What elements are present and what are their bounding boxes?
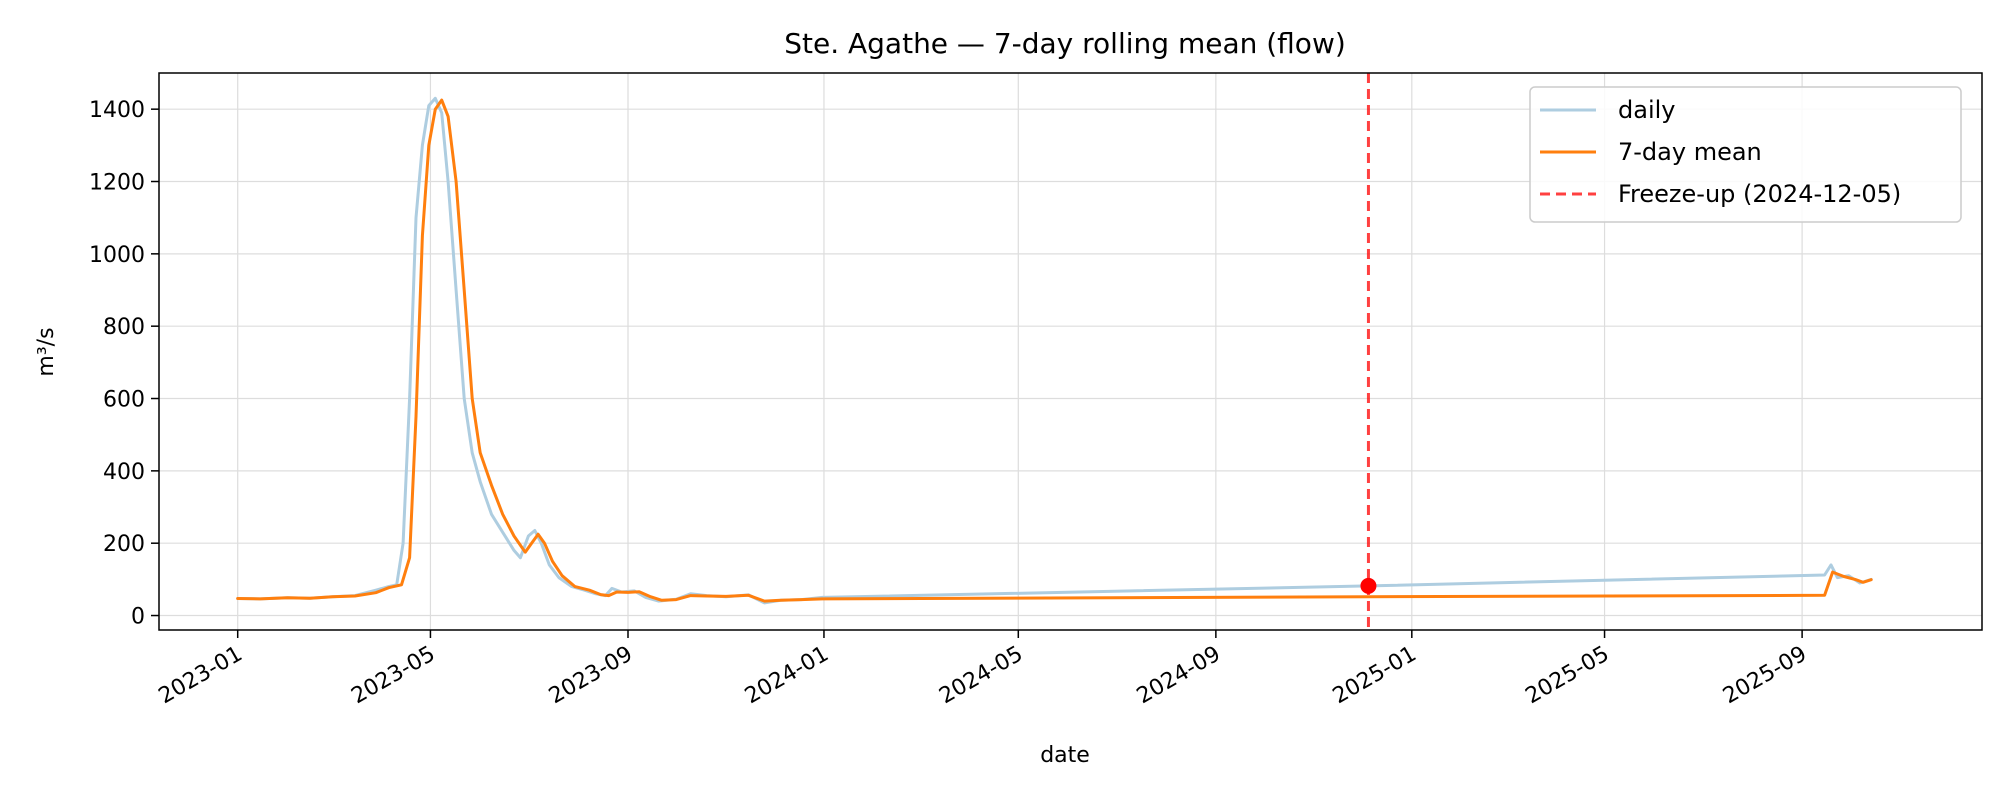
legend: daily 7-day mean Freeze-up (2024-12-05) [1529,86,1962,223]
y-tick-label: 1200 [89,171,145,196]
plot-frame [158,72,1983,631]
legend-label-freeze-up: Freeze-up (2024-12-05) [1618,180,1901,208]
y-tick-label: 800 [103,315,145,340]
y-tick-label: 400 [103,460,145,485]
legend-box [1529,86,1962,223]
freeze-up-marker [1360,577,1377,594]
series-line-7-day-mean [236,98,1873,603]
legend-label-daily: daily [1618,96,1675,124]
series [236,96,1873,605]
overlays [1360,73,1377,630]
y-tick-label: 0 [131,605,145,630]
y-axis-ticks: 0 200 400 600 800 1000 1200 1400 [89,98,159,630]
y-tick-label: 600 [103,388,145,413]
y-tick-label: 200 [103,532,145,557]
y-axis-label: m³/s [34,327,59,376]
x-axis-label: date [1040,743,1090,768]
y-tick-label: 1400 [89,98,145,123]
legend-label-7-day-mean: 7-day mean [1618,138,1762,166]
chart-title: Ste. Agathe — 7-day rolling mean (flow) [784,27,1346,60]
y-tick-label: 1000 [89,243,145,268]
